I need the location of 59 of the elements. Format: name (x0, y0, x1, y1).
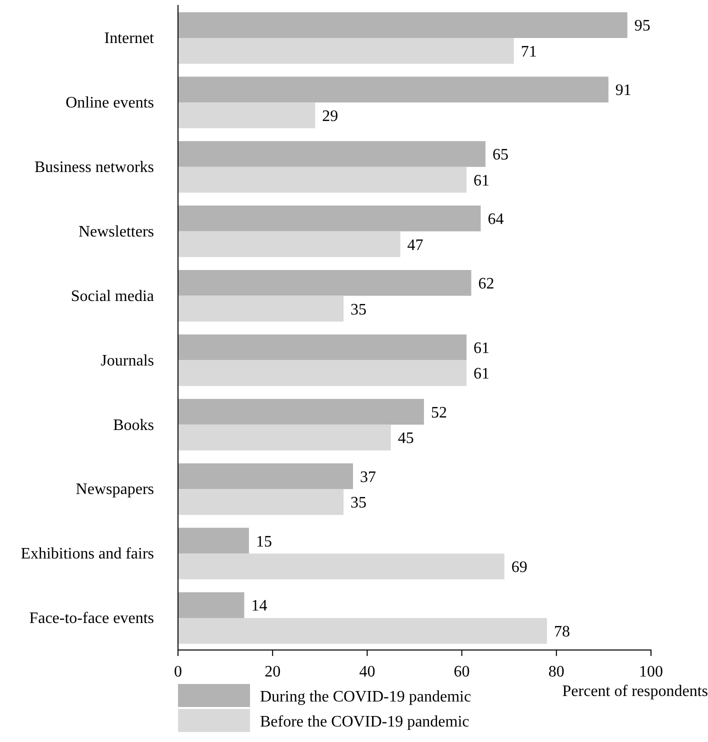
data-label: 52 (430, 404, 447, 422)
y-tick-label: Internet (104, 30, 155, 48)
data-label: 62 (478, 275, 494, 292)
x-tick-label: 20 (264, 664, 281, 681)
y-tick-label: Journals (100, 352, 154, 370)
bar (178, 360, 467, 386)
y-tick-label: Business networks (34, 159, 154, 176)
data-label: 47 (407, 236, 424, 254)
data-label: 14 (251, 598, 268, 615)
bar (178, 618, 547, 644)
data-label: 61 (474, 340, 490, 357)
x-tick-label: 60 (454, 664, 470, 681)
y-tick-label: Social media (70, 288, 154, 305)
data-label: 61 (474, 366, 490, 383)
bar (178, 489, 344, 515)
data-label: 71 (520, 43, 537, 60)
data-label: 45 (398, 430, 414, 448)
x-tick-label: 0 (174, 664, 182, 681)
bar (178, 38, 514, 64)
x-tick-label: 80 (548, 664, 564, 681)
bar (178, 398, 424, 425)
bar (178, 424, 391, 450)
y-tick-label: Online events (66, 94, 154, 112)
bar (178, 528, 249, 554)
bar (178, 554, 504, 580)
y-tick-label: Books (113, 416, 154, 434)
legend-label: During the COVID-19 pandemic (260, 688, 472, 706)
data-label: 91 (615, 82, 632, 100)
bar (178, 76, 608, 102)
x-tick-label: 40 (359, 664, 376, 681)
y-tick-label: Newspapers (76, 481, 154, 498)
data-label: 69 (511, 559, 528, 576)
data-label: 35 (350, 494, 367, 512)
bar (178, 166, 467, 193)
data-label: 61 (474, 172, 490, 190)
bar (178, 231, 400, 258)
bar (178, 12, 628, 38)
data-label: 95 (634, 18, 650, 35)
data-label: 78 (554, 623, 570, 640)
data-label: 15 (256, 533, 272, 550)
bar (178, 592, 244, 618)
bar (178, 463, 354, 490)
bar (178, 334, 467, 360)
x-axis-title: Percent of respondents (562, 683, 708, 700)
data-label: 64 (488, 211, 504, 228)
bar (178, 206, 481, 232)
data-label: 29 (322, 108, 338, 125)
bar (178, 102, 316, 128)
y-tick-label: Exhibitions and fairs (20, 546, 154, 563)
y-tick-label: Newsletters (78, 223, 154, 240)
bar (178, 141, 486, 167)
bar (178, 296, 344, 322)
data-label: 35 (350, 301, 367, 318)
x-tick-label: 100 (639, 664, 663, 681)
legend-label: Before the COVID-19 pandemic (260, 714, 470, 731)
data-label: 65 (492, 146, 508, 164)
y-tick-label: Face-to-face events (29, 610, 154, 628)
data-label: 37 (360, 468, 376, 486)
bar (178, 270, 472, 296)
